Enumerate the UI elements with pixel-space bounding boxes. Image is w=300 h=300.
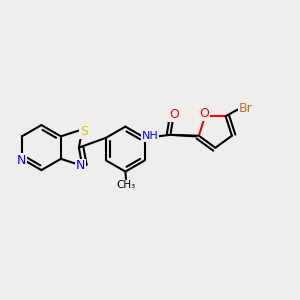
Text: O: O — [169, 108, 179, 121]
Text: CH₃: CH₃ — [117, 181, 136, 190]
Text: NH: NH — [142, 131, 158, 142]
Text: Br: Br — [239, 102, 253, 115]
Text: N: N — [76, 159, 86, 172]
Text: S: S — [80, 125, 88, 138]
Text: N: N — [17, 154, 27, 167]
Text: O: O — [200, 107, 209, 120]
